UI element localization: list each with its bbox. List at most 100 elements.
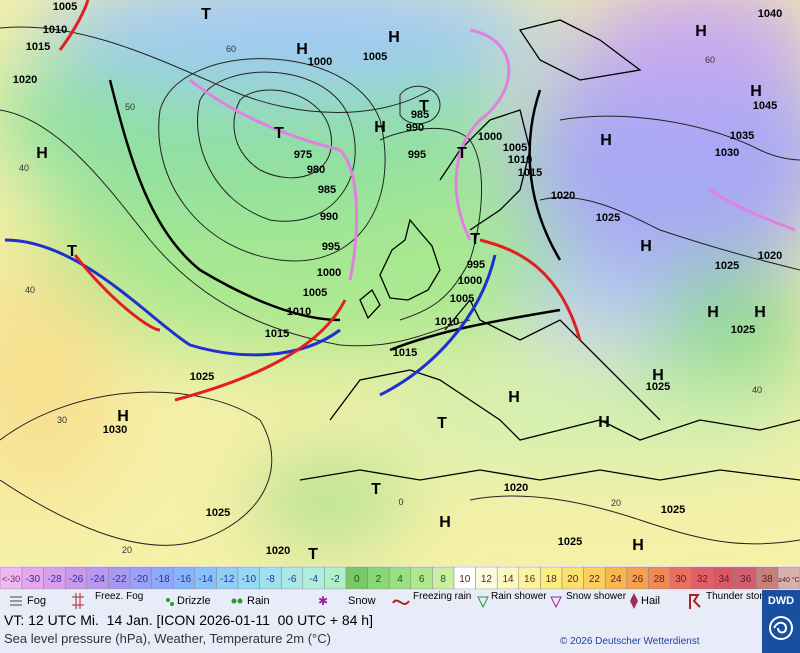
scale-label: 14 [502,574,514,585]
high: H [640,238,652,255]
pressure-label: 1020 [13,74,37,86]
temperature-field [0,0,800,540]
pressure-label: 1020 [551,190,575,202]
scale-label: 38 [762,574,774,585]
scale-label: 12 [481,574,493,585]
scale-label: -4 [309,574,318,585]
scale-label: 0 [354,574,360,585]
pressure-label: 1005 [53,1,77,13]
pressure-label: 1025 [661,504,685,516]
pressure-label: 980 [307,164,325,176]
pressure-label: 1040 [758,8,782,20]
scale-label: 18 [546,574,558,585]
pressure-label: 975 [294,149,312,161]
scale-label: 4 [397,574,403,585]
low: T [437,415,447,432]
high: H [750,83,762,100]
pressure-label: 990 [320,211,338,223]
subtitle: Sea level pressure (hPa), Weather, Tempe… [4,631,331,646]
temperature-label: 0 [398,497,403,507]
pressure-label: 1000 [317,267,341,279]
scale-label: 28 [654,574,666,585]
valid-time: VT: 12 UTC Mi. 14 Jan. [ICON 2026-01-11 … [4,612,373,628]
scale-label: <-30 [2,574,20,584]
low: T [308,546,318,563]
pressure-label: 1005 [363,51,387,63]
scale-label: -6 [288,574,297,585]
legend-label: Freezing rain [413,591,471,602]
temperature-label: 40 [752,385,762,395]
legend-label: Snow [348,595,376,607]
high: H [374,119,386,136]
temperature-label: 20 [122,545,132,555]
scale-label: 26 [632,574,644,585]
pressure-label: 1020 [266,545,290,557]
scale-label: 24 [610,574,622,585]
weather-legend: Fog Freez. Fog Drizzle Rain ✱ Snow Freez… [0,590,771,612]
scale-label: -28 [47,574,62,585]
low: T [67,243,77,260]
legend-label: Snow shower [566,591,627,602]
scale-label: 6 [419,574,425,585]
temperature-label: 20 [611,498,621,508]
pressure-label: 1015 [518,167,542,179]
pressure-label: 985 [318,184,336,196]
low: T [457,145,467,162]
temperature-label: 40 [25,285,35,295]
scale-label: -24 [90,574,105,585]
pressure-label: 1005 [303,287,327,299]
legend-label: Thunder storm [706,591,771,602]
pressure-label: 1015 [393,347,417,359]
high: H [754,304,766,321]
scale-label: 20 [567,574,579,585]
high: H [508,389,520,406]
pressure-label: 1025 [206,507,230,519]
pressure-label: 1010 [508,154,532,166]
scale-label: 32 [697,574,709,585]
pressure-label: 1025 [715,260,739,272]
scale-label: -22 [112,574,127,585]
high: H [439,514,451,531]
scale-label: ≥40 °C [778,576,799,584]
low: T [274,125,284,142]
pressure-label: 1010 [43,24,67,36]
pressure-label: 995 [467,259,485,271]
isobars [0,26,800,546]
scale-label: -20 [134,574,149,585]
scale-label: -8 [266,574,275,585]
legend-label: Drizzle [177,595,211,607]
legend-label: Freez. Fog [95,591,143,602]
temperature-label: 30 [57,415,67,425]
scale-label: 10 [459,574,471,585]
legend-background [0,590,762,612]
scale-label: -30 [26,574,41,585]
pressure-label: 1010 [435,316,459,328]
scale-label: 16 [524,574,536,585]
scale-label: 2 [376,574,382,585]
scale-label: -12 [220,574,235,585]
pressure-label: 1025 [596,212,620,224]
temperature-label: 50 [125,102,135,112]
pressure-label: 1005 [503,142,527,154]
pressure-label: 995 [408,149,426,161]
scale-label: 22 [589,574,601,585]
scale-label: -14 [198,574,213,585]
high: H [695,23,707,40]
high: H [388,29,400,46]
footer-background [0,612,762,653]
pressure-label: 1000 [478,131,502,143]
scale-label: 8 [440,574,446,585]
scale-label: -10 [242,574,257,585]
high: H [598,414,610,431]
pressure-label: 1005 [450,293,474,305]
legend-label: Rain [247,595,270,607]
temperature-label: 60 [705,55,715,65]
pressure-label: 1000 [458,275,482,287]
footer: VT: 12 UTC Mi. 14 Jan. [ICON 2026-01-11 … [0,590,800,653]
scale-label: 34 [718,574,730,585]
low: T [470,231,480,248]
copyright: © 2026 Deutscher Wetterdienst [560,636,700,647]
high: H [652,367,664,384]
legend-label: Hail [641,595,660,607]
pressure-label: 1025 [731,324,755,336]
